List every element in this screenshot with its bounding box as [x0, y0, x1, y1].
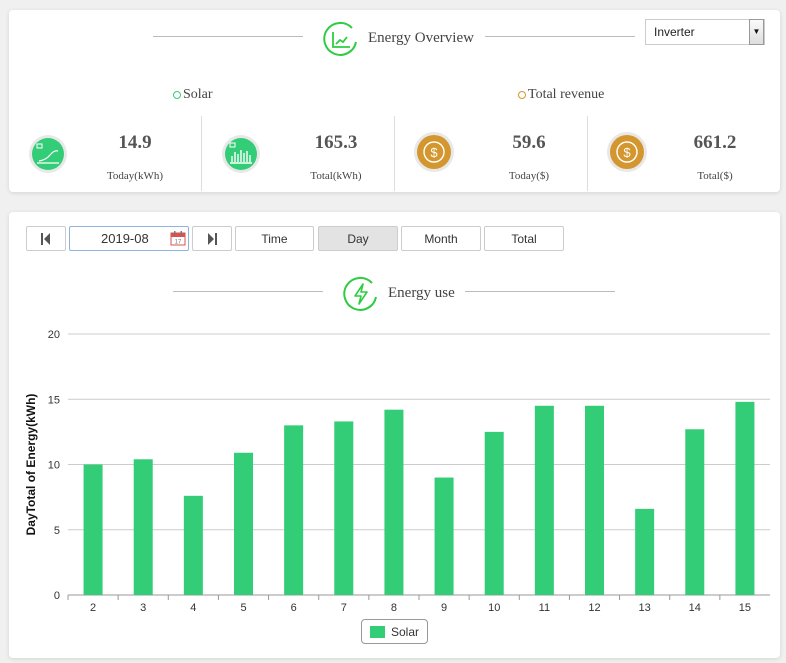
- stat-label: Total(kWh): [310, 170, 362, 182]
- y-tick-label: 0: [54, 590, 60, 602]
- divider: [153, 36, 303, 37]
- stat-value: 661.2: [693, 132, 737, 153]
- skip-forward-icon: [208, 232, 217, 245]
- y-tick-label: 10: [48, 460, 60, 472]
- y-axis-label: DayTotal of Energy(kWh): [24, 394, 38, 536]
- tab-month[interactable]: Month: [401, 226, 481, 251]
- y-tick-label: 20: [48, 329, 60, 341]
- solar-today-icon: [29, 135, 67, 173]
- date-input[interactable]: 2019-08 17: [69, 226, 189, 251]
- bar: [284, 425, 304, 595]
- x-tick-label: 3: [140, 602, 146, 614]
- x-tick-label: 15: [739, 602, 751, 614]
- svg-text:$: $: [430, 145, 438, 160]
- stat-revenue-today: $ 59.6 Today($): [395, 114, 587, 192]
- lightning-icon: [343, 276, 377, 311]
- energy-bar-chart: 0 5 10 15 20 2 3 4 5 6 7 8 9 10 11 12 13 14 15 DayTotal of …: [24, 329, 770, 614]
- divider: [394, 116, 395, 191]
- bar: [334, 421, 354, 595]
- divider: [465, 291, 615, 292]
- stat-revenue-total: $ 661.2 Total($): [588, 114, 780, 192]
- energy-overview-card: Energy Overview Inverter ▼ Solar Total r…: [9, 10, 780, 192]
- bar: [635, 508, 655, 595]
- y-tick-label: 15: [48, 394, 60, 406]
- stat-solar-total: 165.3 Total(kWh): [202, 114, 394, 192]
- solar-group-label: Solar: [173, 87, 213, 103]
- x-tick-label: 11: [539, 602, 550, 614]
- x-tick-label: 2: [90, 602, 96, 614]
- legend-swatch: [370, 625, 385, 638]
- device-select[interactable]: Inverter ▼: [645, 19, 765, 45]
- y-tick-label: 5: [54, 525, 60, 537]
- section-title: Energy use: [388, 285, 455, 301]
- next-period-button[interactable]: [192, 226, 232, 251]
- x-tick-label: 12: [588, 602, 600, 614]
- divider: [173, 291, 323, 292]
- skip-back-icon: [41, 232, 50, 245]
- dollar-coin-icon: $: [414, 132, 454, 172]
- divider: [201, 116, 202, 191]
- solar-total-icon: [222, 135, 260, 173]
- x-tick-label: 14: [689, 602, 701, 614]
- tab-day[interactable]: Day: [318, 226, 398, 251]
- calendar-icon[interactable]: 17: [170, 230, 186, 246]
- bar: [585, 405, 604, 595]
- x-tick-label: 4: [190, 602, 196, 614]
- revenue-group-label: Total revenue: [518, 87, 604, 103]
- stat-label: Today($): [508, 170, 550, 182]
- revenue-dot-icon: [518, 91, 526, 99]
- legend-label: Solar: [391, 624, 420, 639]
- bar: [685, 429, 705, 595]
- legend-solar[interactable]: Solar: [361, 619, 428, 644]
- stat-label: Today(kWh): [106, 170, 164, 182]
- date-value: 2019-08: [101, 231, 149, 246]
- stat-value: 165.3: [314, 132, 358, 153]
- device-select-value: Inverter: [654, 25, 695, 39]
- stat-value: 59.6: [512, 132, 546, 153]
- x-tick-label: 9: [441, 602, 447, 614]
- divider: [485, 36, 635, 37]
- x-tick-label: 5: [240, 602, 246, 614]
- stat-solar-today: 14.9 Today(kWh): [9, 114, 201, 192]
- tab-time[interactable]: Time: [235, 226, 314, 251]
- prev-period-button[interactable]: [26, 226, 66, 251]
- stat-value: 14.9: [118, 132, 152, 153]
- stat-label: Total($): [697, 170, 733, 182]
- solar-group-text: Solar: [183, 87, 213, 102]
- x-tick-label: 6: [291, 602, 297, 614]
- chart-line-icon: [323, 21, 357, 56]
- divider: [587, 116, 588, 191]
- section-title: Energy Overview: [368, 30, 474, 46]
- dollar-coin-icon: $: [607, 132, 647, 172]
- energy-use-card: 2019-08 17 Time Day Month Total Energy u…: [9, 212, 780, 658]
- x-tick-label: 10: [488, 602, 500, 614]
- chevron-down-icon[interactable]: ▼: [749, 19, 764, 45]
- bar: [183, 495, 203, 595]
- x-tick-label: 13: [639, 602, 651, 614]
- revenue-group-text: Total revenue: [528, 87, 605, 102]
- bar: [234, 452, 253, 595]
- bar: [484, 431, 504, 595]
- tab-total[interactable]: Total: [484, 226, 564, 251]
- x-tick-label: 8: [391, 602, 397, 614]
- solar-dot-icon: [173, 91, 181, 99]
- bar: [83, 464, 103, 595]
- bar: [534, 405, 554, 595]
- x-tick-label: 7: [341, 602, 347, 614]
- svg-text:17: 17: [175, 240, 182, 246]
- bar: [133, 459, 153, 595]
- bar: [384, 409, 404, 595]
- bar: [434, 477, 454, 595]
- svg-text:$: $: [623, 145, 631, 160]
- bar: [735, 401, 755, 595]
